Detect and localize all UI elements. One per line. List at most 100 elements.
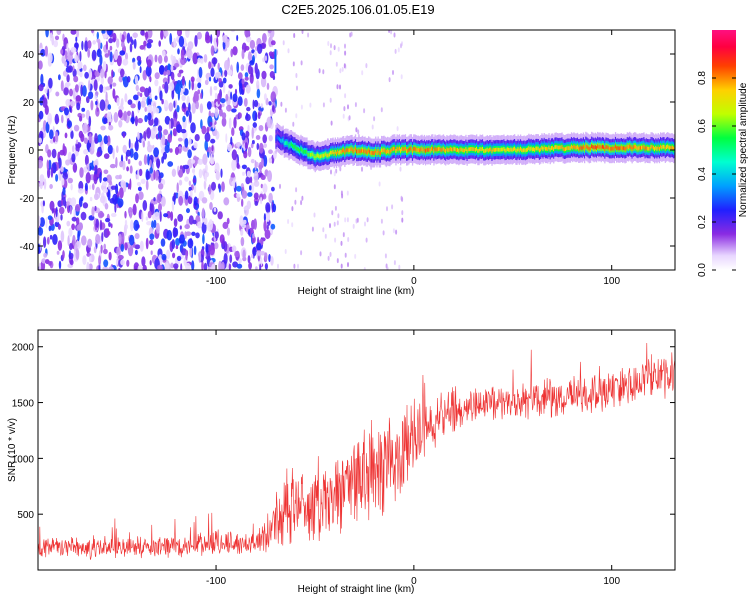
spectrogram-cell xyxy=(224,69,228,78)
spectrogram-cell xyxy=(202,233,205,245)
snr-x-ticks: -100 0 100 xyxy=(206,330,620,587)
spectrogram-cell xyxy=(79,51,82,62)
spectrogram-band-cell xyxy=(516,148,518,153)
spectrogram-cell xyxy=(245,84,251,94)
spectrogram-band-cell xyxy=(432,146,434,151)
spectrogram-cell xyxy=(226,143,233,152)
spectrogram-cell xyxy=(156,160,160,169)
spectrogram-band-cell xyxy=(614,144,617,149)
spectrogram-cell xyxy=(107,104,112,110)
spectrogram-cell xyxy=(361,70,364,76)
spectrogram-band-cell xyxy=(462,148,465,153)
spectrogram-cell xyxy=(251,253,254,259)
spectrogram-cell xyxy=(150,173,155,182)
spectrogram-cell xyxy=(145,170,151,180)
spectrogram-cell xyxy=(241,49,245,60)
spectrogram-cell xyxy=(137,91,141,97)
spectrogram-cell xyxy=(264,229,271,240)
spectrogram-cell xyxy=(170,64,174,73)
spectrogram-cell xyxy=(209,244,215,256)
spectrogram-cell xyxy=(327,41,330,46)
spectrogram-band-cell xyxy=(585,144,587,148)
spectrogram-cell xyxy=(256,250,261,261)
spectrogram-cell xyxy=(164,144,170,154)
spectrogram-cell xyxy=(279,183,281,189)
spectrogram-cell xyxy=(102,61,107,72)
spectrogram-cell xyxy=(105,40,108,51)
spectrogram-band-cell xyxy=(616,146,618,151)
spectrogram-cell xyxy=(91,49,97,61)
spectrogram-cell xyxy=(241,190,248,199)
spectrogram-cell xyxy=(173,100,176,108)
spectrogram-cell xyxy=(50,166,54,178)
spectrogram-cell xyxy=(55,131,59,143)
spectrogram-cell xyxy=(122,77,125,81)
y-tick-label: 1000 xyxy=(12,454,35,465)
spectrogram-cell xyxy=(204,132,211,142)
spectrogram-band-cell xyxy=(303,149,306,154)
spectrogram-band-cell xyxy=(376,151,378,155)
spectrogram-cell xyxy=(284,107,287,113)
spectrogram-band-cell xyxy=(572,145,574,150)
spectrogram-cell xyxy=(135,193,139,204)
spectrogram-band-cell xyxy=(439,146,441,151)
spectrogram-cell xyxy=(177,137,183,142)
spectrogram-cell xyxy=(180,128,187,134)
spectrogram-cell xyxy=(40,49,46,57)
spectrogram-cell xyxy=(132,32,138,38)
spectrogram-cell xyxy=(336,220,339,226)
spectrogram-cell xyxy=(159,210,162,222)
spectrogram-band-cell xyxy=(535,146,537,151)
spectrogram-cell xyxy=(189,111,192,123)
spectrogram-band-cell xyxy=(422,148,424,153)
spectrogram-band-cell xyxy=(534,148,536,152)
spectrogram-cell xyxy=(263,93,267,101)
spectrogram-cell xyxy=(175,83,181,95)
spectrogram-cell xyxy=(139,86,146,93)
spectrogram-cell xyxy=(177,213,184,222)
spectrogram-cell xyxy=(243,219,247,225)
spectrogram-cell xyxy=(257,43,263,54)
spectrogram-band-cell xyxy=(458,148,460,153)
spectrogram-cell xyxy=(244,45,250,51)
spectrogram-cell xyxy=(142,70,147,81)
spectrogram-cell xyxy=(239,83,243,95)
spectrogram-cell xyxy=(46,159,49,171)
spectrogram-cell xyxy=(210,67,215,78)
spectrogram-cell xyxy=(95,100,98,106)
spectrogram-band-cell xyxy=(505,148,507,153)
spectrogram-cell xyxy=(208,146,212,153)
spectrogram-cell xyxy=(122,132,126,139)
spectrogram-cell xyxy=(113,50,119,61)
spectrogram-cell xyxy=(163,129,169,136)
spectrogram-cell xyxy=(263,155,268,167)
spectrogram-cell xyxy=(200,92,203,100)
spectrogram-cell xyxy=(43,178,47,190)
spectrogram-band-cell xyxy=(379,151,382,155)
spectrogram-cell xyxy=(170,211,174,222)
spectrogram-cell xyxy=(139,45,145,50)
x-tick-label: -100 xyxy=(206,576,226,587)
spectrogram-cell xyxy=(224,59,230,71)
spectrogram-band-cell xyxy=(595,146,598,150)
spectrogram-cell xyxy=(225,93,229,102)
spectrogram-cell xyxy=(277,263,279,269)
spectrogram-cell xyxy=(347,104,349,110)
spectrogram-cell xyxy=(247,146,252,158)
spectrogram-cell xyxy=(287,48,290,54)
spectrogram-cell xyxy=(128,138,131,149)
spectrogram-cell xyxy=(208,76,212,82)
spectrogram-cell xyxy=(221,181,225,192)
spectrogram-cell xyxy=(104,53,110,58)
spectrogram-cell xyxy=(52,136,56,143)
spectrogram-band-cell xyxy=(292,144,294,148)
spectrogram-cell xyxy=(38,137,42,144)
spectrogram-band-cell xyxy=(308,152,310,157)
x-tick-label: 100 xyxy=(603,276,620,287)
spectrogram-cell xyxy=(118,105,124,111)
spectrogram-band-cell xyxy=(283,141,285,146)
spectrogram-band-cell xyxy=(472,147,474,151)
spectrogram-cell xyxy=(103,259,109,268)
spectrogram-band-cell xyxy=(413,146,415,151)
spectrogram-cell xyxy=(259,250,266,256)
